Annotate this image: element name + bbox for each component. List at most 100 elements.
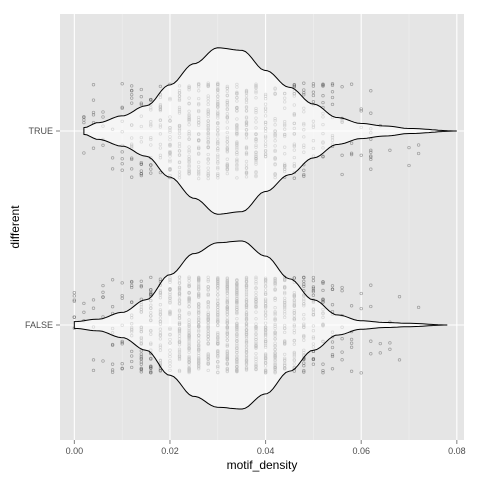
data-point: [311, 362, 316, 366]
data-point: [369, 155, 373, 159]
data-point: [349, 341, 354, 345]
data-point: [330, 354, 335, 359]
data-point: [139, 172, 143, 176]
violin-false: [73, 240, 448, 410]
data-point: [321, 368, 325, 373]
data-point: [349, 304, 354, 308]
data-point: [330, 82, 335, 86]
x-tick-label: 0.08: [448, 446, 466, 456]
data-point: [149, 356, 153, 361]
y-axis-title: different: [8, 205, 22, 249]
data-point: [321, 280, 325, 284]
data-point: [120, 162, 124, 166]
data-point: [120, 150, 124, 154]
x-tick-label: 0.02: [161, 446, 179, 456]
data-point: [149, 275, 153, 280]
y-tick-label: FALSE: [25, 320, 53, 330]
data-point: [321, 281, 325, 286]
data-point: [321, 155, 325, 159]
data-point: [110, 370, 115, 374]
data-point: [349, 337, 354, 342]
data-point: [72, 294, 76, 298]
data-point: [120, 281, 124, 285]
data-point: [340, 153, 344, 157]
data-point: [101, 110, 105, 114]
data-point: [397, 358, 402, 362]
data-point: [340, 358, 344, 362]
data-point: [82, 115, 86, 120]
data-point: [139, 95, 143, 99]
data-point: [369, 304, 373, 309]
data-point: [130, 92, 134, 97]
data-point: [302, 174, 306, 178]
data-point: [407, 145, 411, 150]
data-point: [158, 369, 163, 373]
data-point: [120, 82, 124, 86]
data-point: [321, 362, 325, 366]
data-point: [120, 340, 124, 345]
data-point: [302, 81, 306, 85]
data-point: [330, 95, 335, 100]
data-point: [82, 120, 86, 125]
data-point: [359, 291, 363, 296]
data-point: [330, 303, 335, 307]
data-point: [302, 284, 306, 288]
data-point: [330, 287, 335, 292]
data-point: [302, 282, 306, 286]
data-point: [130, 359, 134, 364]
data-point: [369, 352, 373, 356]
data-point: [139, 285, 143, 289]
data-point: [369, 111, 373, 115]
data-point: [311, 290, 316, 294]
data-point: [91, 368, 96, 373]
data-point: [82, 151, 86, 155]
data-point: [311, 286, 316, 291]
data-point: [149, 369, 153, 374]
data-point: [149, 366, 153, 370]
data-point: [349, 141, 354, 145]
data-point: [369, 339, 373, 343]
data-point: [407, 163, 411, 168]
data-point: [120, 362, 124, 366]
data-point: [340, 350, 344, 354]
data-point: [369, 283, 373, 287]
data-point: [330, 345, 335, 350]
data-point: [130, 84, 134, 88]
data-point: [330, 83, 335, 87]
data-point: [91, 298, 96, 302]
data-point: [302, 168, 306, 172]
data-point: [91, 146, 96, 150]
data-point: [149, 98, 153, 102]
data-point: [158, 170, 163, 175]
data-point: [139, 370, 143, 374]
data-point: [139, 362, 143, 366]
data-point: [139, 349, 143, 353]
data-point: [369, 148, 373, 152]
data-point: [101, 283, 105, 288]
data-point: [302, 93, 306, 97]
data-point: [110, 305, 115, 309]
data-point: [72, 298, 76, 302]
data-point: [120, 339, 124, 344]
data-point: [139, 283, 143, 288]
data-point: [378, 341, 382, 346]
data-point: [349, 152, 354, 157]
data-point: [330, 102, 335, 107]
data-point: [149, 370, 153, 375]
data-point: [321, 94, 325, 98]
data-point: [130, 167, 134, 171]
data-point: [340, 285, 344, 290]
data-point: [130, 283, 134, 288]
data-point: [397, 295, 402, 299]
violin-true: [83, 47, 457, 215]
data-point: [91, 110, 96, 115]
data-point: [101, 115, 105, 119]
data-point: [302, 361, 306, 365]
data-point: [330, 90, 335, 94]
data-point: [110, 156, 115, 160]
data-point: [82, 301, 86, 306]
data-point: [130, 175, 134, 179]
data-point: [139, 173, 143, 178]
data-point: [340, 337, 344, 341]
data-point: [130, 101, 134, 105]
